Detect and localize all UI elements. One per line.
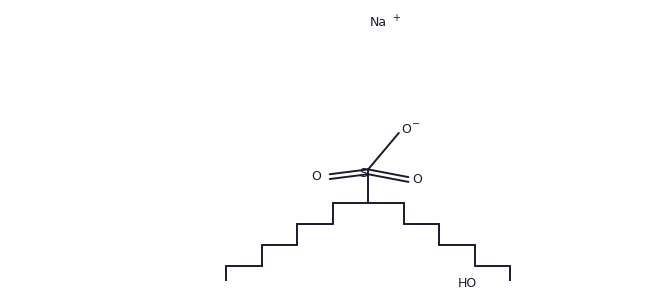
Text: HO: HO — [457, 277, 477, 290]
Text: +: + — [392, 13, 400, 23]
Text: O: O — [412, 173, 422, 186]
Text: O: O — [312, 170, 321, 183]
Text: S: S — [359, 167, 367, 180]
Text: Na: Na — [370, 16, 387, 29]
Text: O: O — [401, 123, 411, 136]
Text: −: − — [412, 119, 421, 129]
